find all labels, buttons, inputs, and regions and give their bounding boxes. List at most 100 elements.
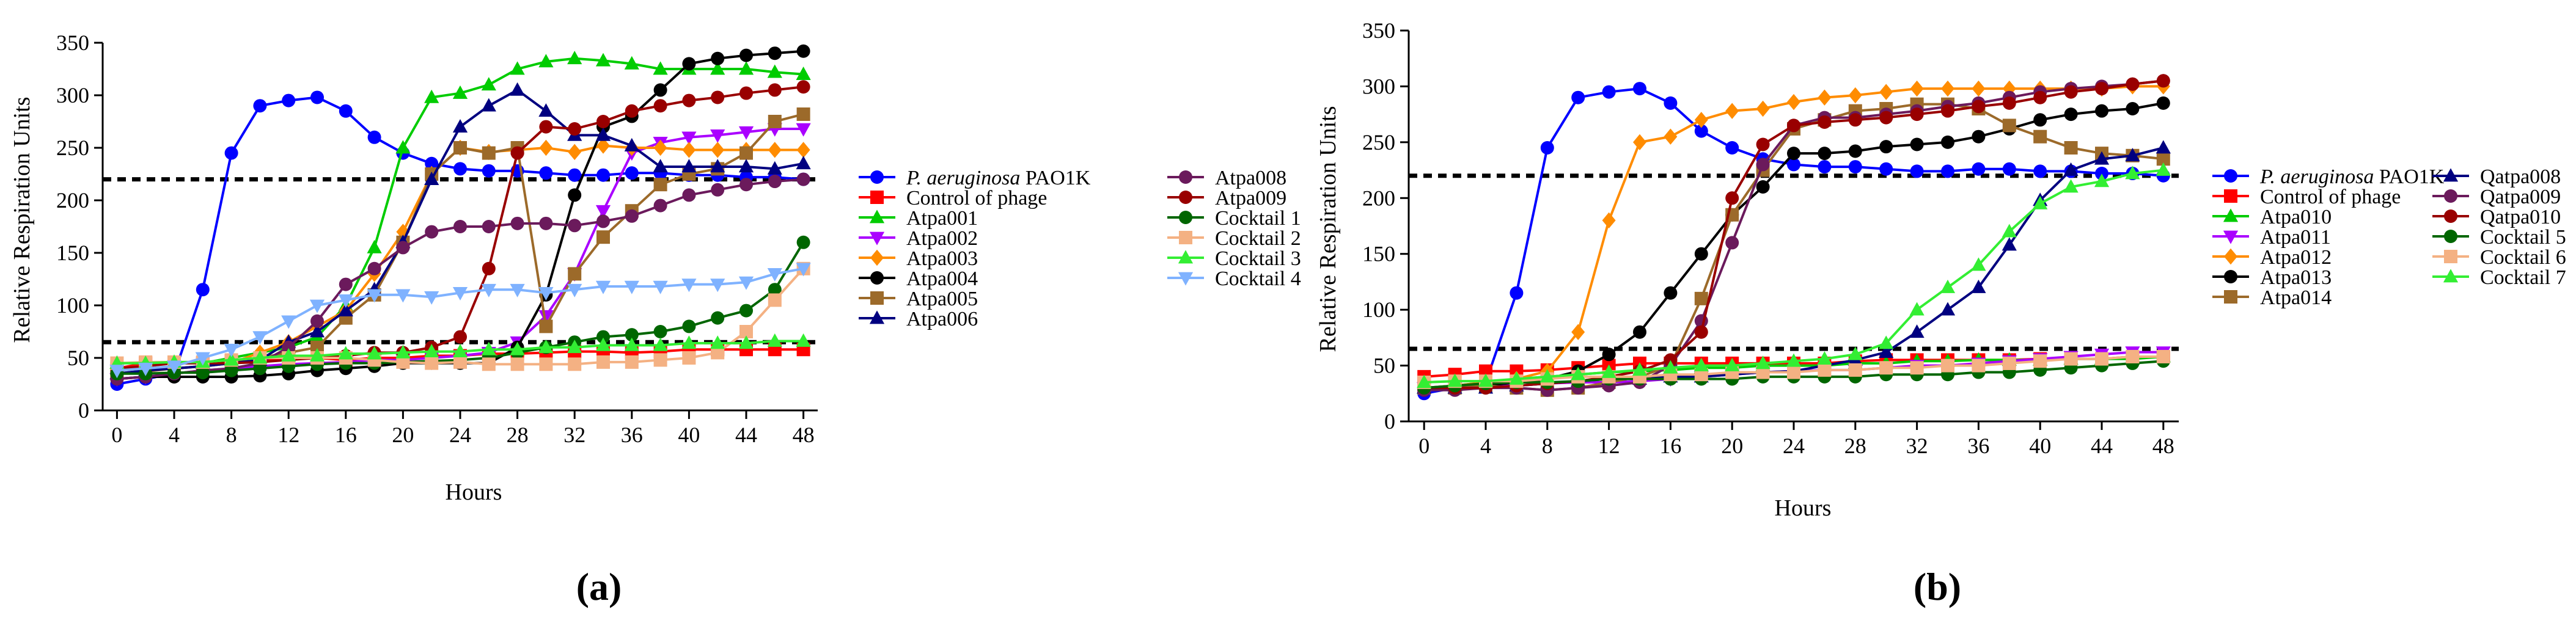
series-line bbox=[1424, 147, 2164, 390]
data-point bbox=[253, 362, 267, 376]
data-point bbox=[539, 357, 553, 371]
data-point bbox=[568, 144, 582, 161]
legend-label: Qatpa010 bbox=[2480, 206, 2561, 228]
data-point bbox=[710, 335, 725, 349]
data-point bbox=[538, 287, 554, 301]
data-point bbox=[711, 346, 725, 360]
legend-item: Control of phage bbox=[859, 187, 1047, 209]
legend-item: Atpa003 bbox=[859, 247, 978, 270]
legend-item: Atpa005 bbox=[859, 288, 978, 310]
data-point bbox=[710, 278, 725, 293]
data-point bbox=[2002, 162, 2016, 176]
data-point bbox=[1664, 128, 1678, 145]
data-point bbox=[2064, 141, 2078, 155]
data-point bbox=[1972, 80, 1986, 97]
data-point bbox=[739, 325, 753, 338]
x-tick-label: 8 bbox=[1542, 434, 1553, 458]
legend-marker bbox=[2223, 230, 2239, 244]
data-point bbox=[282, 340, 296, 354]
y-axis-label-b: Relative Respiration Units bbox=[1315, 106, 1341, 352]
legend-marker bbox=[870, 291, 884, 305]
data-point bbox=[624, 137, 639, 151]
data-point bbox=[1972, 100, 1986, 114]
data-point bbox=[395, 289, 411, 303]
data-point bbox=[595, 205, 611, 219]
data-point bbox=[653, 353, 667, 367]
data-point bbox=[2063, 179, 2079, 193]
data-point bbox=[653, 99, 667, 113]
data-point bbox=[1879, 335, 1894, 349]
data-point bbox=[595, 337, 611, 351]
data-point bbox=[310, 340, 324, 354]
data-point bbox=[681, 278, 697, 293]
data-point bbox=[1941, 164, 1954, 178]
data-point bbox=[1972, 359, 1986, 373]
legend-label: Cocktail 5 bbox=[2480, 226, 2566, 249]
data-point bbox=[338, 294, 353, 308]
data-point bbox=[1601, 364, 1616, 378]
data-point bbox=[309, 348, 325, 362]
data-point bbox=[309, 324, 325, 338]
data-point bbox=[395, 140, 411, 154]
data-point bbox=[1786, 353, 1802, 367]
legend-label: Atpa009 bbox=[1215, 187, 1286, 209]
data-point bbox=[2002, 96, 2016, 110]
data-point bbox=[425, 356, 439, 370]
data-point bbox=[1602, 85, 1616, 99]
data-point bbox=[682, 351, 696, 365]
data-point bbox=[738, 335, 754, 349]
legend-label: Cocktail 4 bbox=[1215, 268, 1301, 290]
legend-label: Atpa004 bbox=[906, 268, 978, 290]
legend-item: Cocktail 2 bbox=[1167, 227, 1301, 250]
legend-item: Control of phage bbox=[2212, 186, 2401, 208]
series-atpa014 bbox=[1417, 97, 2170, 397]
data-point bbox=[1848, 144, 1862, 158]
legend-label: Control of phage bbox=[906, 187, 1047, 209]
data-point bbox=[1940, 279, 1956, 293]
x-tick-label: 4 bbox=[169, 423, 180, 447]
data-point bbox=[481, 283, 496, 297]
data-point bbox=[1940, 302, 1956, 316]
panel-label-b: (b) bbox=[1914, 565, 1961, 608]
data-point bbox=[2094, 173, 2110, 187]
data-point bbox=[1755, 355, 1771, 369]
data-point bbox=[1694, 325, 1708, 339]
data-point bbox=[1571, 366, 1586, 380]
data-point bbox=[625, 328, 639, 342]
data-point bbox=[395, 344, 411, 359]
data-point bbox=[1694, 247, 1708, 261]
data-point bbox=[796, 66, 811, 80]
x-tick-label: 20 bbox=[1721, 434, 1743, 458]
x-tick-label: 12 bbox=[1598, 434, 1620, 458]
data-point bbox=[1509, 371, 1524, 385]
data-point bbox=[452, 344, 468, 358]
legend-marker bbox=[870, 170, 884, 184]
legend-item: Cocktail 5 bbox=[2432, 226, 2566, 249]
data-point bbox=[711, 51, 725, 65]
legend-item: Atpa004 bbox=[859, 268, 978, 290]
legend-label: Cocktail 3 bbox=[1215, 247, 1301, 270]
data-point bbox=[1909, 324, 1925, 338]
data-point bbox=[424, 344, 439, 358]
data-point bbox=[1941, 104, 1954, 118]
data-point bbox=[1602, 212, 1616, 229]
legend-marker bbox=[2224, 248, 2237, 265]
data-point bbox=[595, 127, 611, 141]
data-point bbox=[2126, 349, 2140, 363]
data-point bbox=[796, 263, 811, 277]
data-point bbox=[596, 115, 610, 128]
data-point bbox=[711, 183, 725, 197]
data-point bbox=[424, 171, 439, 185]
data-point bbox=[2002, 118, 2016, 133]
data-point bbox=[453, 355, 467, 369]
data-point bbox=[482, 164, 496, 178]
x-tick-label: 0 bbox=[1418, 434, 1429, 458]
legend-label: Atpa013 bbox=[2260, 266, 2332, 289]
data-point bbox=[1941, 80, 1954, 97]
data-point bbox=[510, 61, 525, 75]
data-point bbox=[624, 280, 639, 294]
legend-label: Control of phage bbox=[2260, 186, 2401, 208]
data-point bbox=[1664, 286, 1678, 300]
data-point bbox=[1818, 115, 1832, 129]
